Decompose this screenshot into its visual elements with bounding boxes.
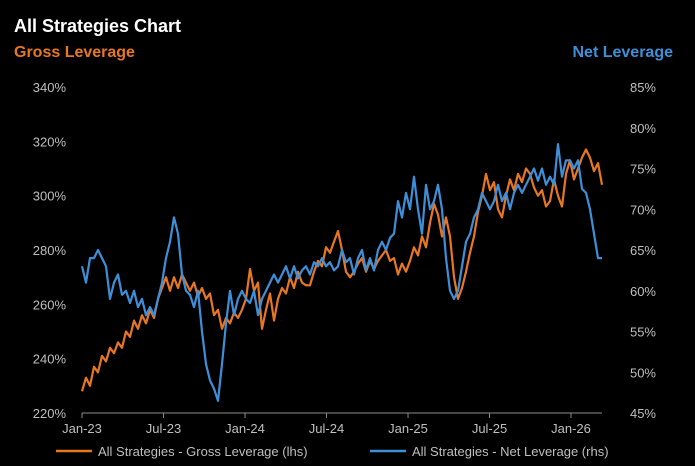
legend-label: All Strategies - Net Leverage (rhs) xyxy=(412,444,609,459)
left-tick-label: 320% xyxy=(33,134,67,149)
right-tick-label: 55% xyxy=(630,325,656,340)
right-tick-label: 70% xyxy=(630,202,656,217)
x-tick-label: Jul-24 xyxy=(309,421,344,436)
right-tick-label: 65% xyxy=(630,243,656,258)
left-tick-label: 300% xyxy=(33,189,67,204)
left-tick-label: 220% xyxy=(33,406,67,421)
x-tick-label: Jan-23 xyxy=(62,421,102,436)
right-axis-title: Net Leverage xyxy=(572,44,674,61)
left-tick-label: 280% xyxy=(33,243,67,258)
legend-label: All Strategies - Gross Leverage (lhs) xyxy=(98,444,308,459)
left-tick-label: 240% xyxy=(33,352,67,367)
series-line-gross-leverage xyxy=(80,148,604,392)
left-tick-label: 340% xyxy=(33,80,67,95)
x-tick-label: Jul-25 xyxy=(472,421,507,436)
x-tick-label: Jan-25 xyxy=(388,421,428,436)
x-tick-label: Jan-24 xyxy=(225,421,265,436)
right-tick-label: 85% xyxy=(630,80,656,95)
series-line-net-leverage xyxy=(80,143,602,402)
x-tick-label: Jul-23 xyxy=(146,421,181,436)
chart-title: All Strategies Chart xyxy=(14,16,182,36)
right-tick-label: 75% xyxy=(630,162,656,177)
right-tick-label: 50% xyxy=(630,365,656,380)
x-tick-label: Jan-26 xyxy=(551,421,591,436)
right-tick-label: 45% xyxy=(630,406,656,421)
right-tick-label: 80% xyxy=(630,121,656,136)
right-tick-label: 60% xyxy=(630,284,656,299)
left-tick-label: 260% xyxy=(33,297,67,312)
left-axis-title: Gross Leverage xyxy=(14,44,135,61)
